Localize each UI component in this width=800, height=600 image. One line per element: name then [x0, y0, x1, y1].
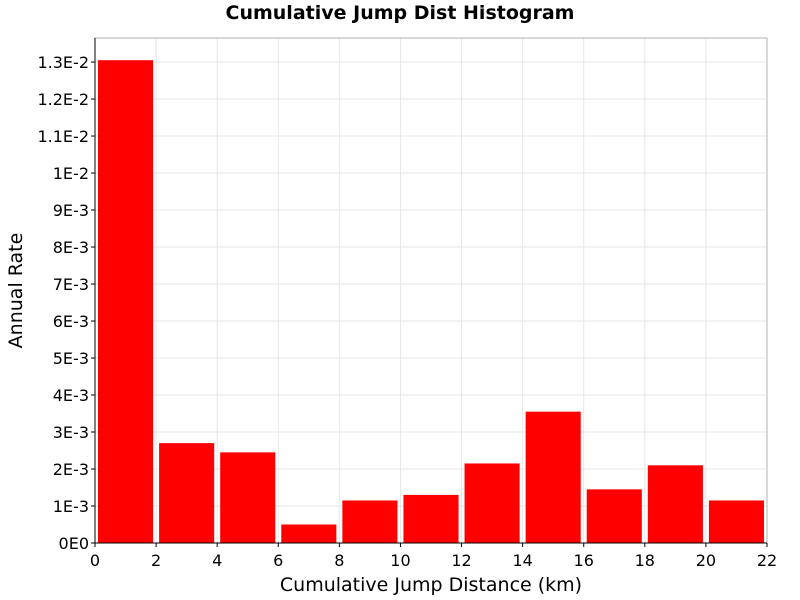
histogram-bar	[281, 524, 337, 543]
histogram-bar	[647, 465, 703, 543]
y-tick-label: 1.2E-2	[37, 90, 89, 109]
x-tick-label: 12	[451, 551, 471, 570]
y-axis-label: Annual Rate	[5, 233, 27, 349]
y-tick-label: 9E-3	[53, 201, 89, 220]
bars	[98, 60, 764, 543]
histogram-bar	[464, 463, 520, 543]
x-tick-label: 20	[696, 551, 716, 570]
y-tick-label: 1.3E-2	[37, 53, 89, 72]
y-tick-label: 4E-3	[53, 386, 89, 405]
y-tick-label: 5E-3	[53, 349, 89, 368]
x-tick-label: 6	[273, 551, 283, 570]
y-tick-label: 1E-2	[53, 164, 89, 183]
y-tick-label: 0E0	[59, 534, 89, 553]
x-tick-label: 8	[334, 551, 344, 570]
axes: 0 2 4 6 8 10 12 14 16 18 20 22 0E0 1E-3 2E-3 3E-3 4E-3 5E…	[37, 38, 777, 570]
histogram-bar	[98, 60, 154, 543]
x-tick-label: 16	[574, 551, 594, 570]
histogram-bar	[403, 494, 459, 543]
x-tick-label: 0	[90, 551, 100, 570]
histogram-bar	[525, 411, 581, 543]
y-tick-label: 7E-3	[53, 275, 89, 294]
chart-title: Cumulative Jump Dist Histogram	[225, 2, 575, 24]
x-tick-label: 14	[512, 551, 532, 570]
y-tick-label: 8E-3	[53, 238, 89, 257]
x-tick-label: 4	[212, 551, 222, 570]
x-tick-label: 18	[635, 551, 655, 570]
x-tick-label: 22	[757, 551, 777, 570]
y-tick-label: 6E-3	[53, 312, 89, 331]
histogram-bar	[586, 489, 642, 543]
x-axis-label: Cumulative Jump Distance (km)	[280, 574, 582, 596]
y-tick-label: 3E-3	[53, 423, 89, 442]
y-tick-label: 2E-3	[53, 460, 89, 479]
histogram-bar	[159, 443, 215, 543]
x-tick-label: 2	[151, 551, 161, 570]
histogram-bar	[708, 500, 764, 543]
y-tick-label: 1.1E-2	[37, 127, 89, 146]
y-tick-label: 1E-3	[53, 497, 89, 516]
histogram-bar	[342, 500, 398, 543]
x-tick-label: 10	[390, 551, 410, 570]
histogram-bar	[220, 452, 276, 543]
